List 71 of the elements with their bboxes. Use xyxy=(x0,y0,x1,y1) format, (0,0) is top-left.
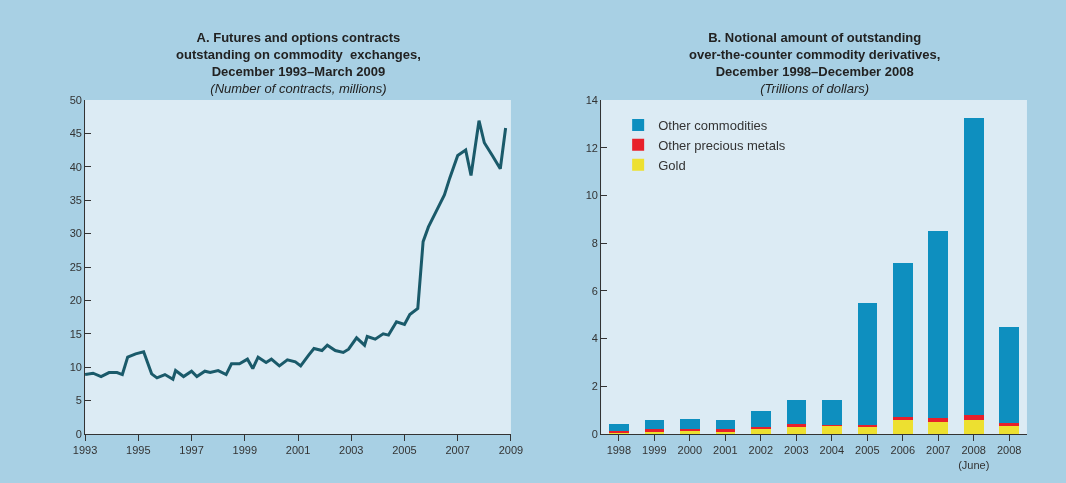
chart-title: A. Futures and options contracts outstanding on commodity exchanges, December 1993–March 2009 xyxy=(176,30,421,79)
y-tick-label: 15 xyxy=(69,327,82,340)
y-tick-label: 50 xyxy=(69,93,82,106)
x-tick-label: 2008 (June) xyxy=(958,444,990,471)
bar xyxy=(857,303,878,426)
x-tick-label: 2006 xyxy=(890,444,915,457)
line-series xyxy=(85,119,508,381)
bar xyxy=(963,414,984,421)
x-tick-label: 2005 xyxy=(392,444,417,457)
x-tick-label: 1998 xyxy=(606,444,632,457)
y-tick-label: 6 xyxy=(591,284,598,297)
x-tick-label: 1997 xyxy=(179,444,204,457)
x-tick-label: 2001 xyxy=(713,444,738,457)
x-tick-label: 2004 xyxy=(819,444,845,457)
y-tick-label: 30 xyxy=(69,227,82,240)
bar xyxy=(893,420,913,434)
chart-subtitle: (Number of contracts, millions) xyxy=(210,80,387,96)
bar xyxy=(822,399,842,426)
x-tick-label: 2009 xyxy=(498,444,524,457)
x-tick-label: 2003 xyxy=(339,444,364,457)
legend-label: Other commodities xyxy=(658,118,768,134)
bar xyxy=(999,423,1019,426)
x-tick-label: 1999 xyxy=(232,444,258,457)
legend-label: Gold xyxy=(658,157,686,173)
bar xyxy=(715,420,736,430)
bar xyxy=(963,118,984,415)
bar xyxy=(893,417,913,421)
x-tick-label: 2001 xyxy=(285,444,311,457)
y-tick-label: 4 xyxy=(591,332,598,345)
y-tick-label: 45 xyxy=(69,127,82,140)
x-tick-label: 2007 xyxy=(445,444,470,457)
chart-title: B. Notional amount of outstanding over-the-counter commodity derivatives, December 1998–December 2008 xyxy=(689,30,941,79)
bar xyxy=(928,230,949,419)
bar xyxy=(822,425,842,434)
y-tick-label: 12 xyxy=(585,141,598,154)
bar xyxy=(928,418,949,422)
x-tick-label: 2005 xyxy=(855,444,880,457)
y-tick-label: 20 xyxy=(69,294,82,307)
bar xyxy=(999,425,1019,434)
bar xyxy=(999,327,1019,424)
x-tick-label: 2003 xyxy=(784,444,809,457)
x-tick-label: 2008 xyxy=(996,444,1022,457)
y-tick-label: 40 xyxy=(69,160,82,173)
y-tick-label: 35 xyxy=(69,194,82,207)
bar xyxy=(893,263,913,418)
y-tick-label: 2 xyxy=(591,380,598,393)
bar xyxy=(680,418,700,429)
bar xyxy=(963,420,984,434)
y-tick-label: 10 xyxy=(69,361,82,374)
y-tick-label: 10 xyxy=(585,189,598,202)
y-tick-label: 5 xyxy=(75,394,82,407)
bar xyxy=(644,419,665,430)
y-tick-label: 8 xyxy=(591,236,598,249)
bar xyxy=(751,411,771,427)
y-tick-label: 14 xyxy=(585,93,598,106)
chart-subtitle: (Trillions of dollars) xyxy=(760,80,870,96)
y-tick-label: 25 xyxy=(69,260,82,273)
bar xyxy=(609,423,629,431)
bar xyxy=(751,426,771,429)
bar xyxy=(928,421,949,434)
x-tick-label: 1999 xyxy=(642,444,667,457)
legend-label: Other precious metals xyxy=(658,137,786,153)
x-tick-label: 2002 xyxy=(748,444,774,457)
x-tick-label: 1995 xyxy=(126,444,151,457)
bar xyxy=(786,424,807,427)
y-tick-label: 0 xyxy=(591,427,598,440)
x-tick-label: 2000 xyxy=(677,444,703,457)
x-tick-label: 1993 xyxy=(72,444,98,457)
x-tick-label: 2007 xyxy=(926,444,951,457)
y-tick-label: 0 xyxy=(75,427,82,440)
bar xyxy=(786,399,807,425)
